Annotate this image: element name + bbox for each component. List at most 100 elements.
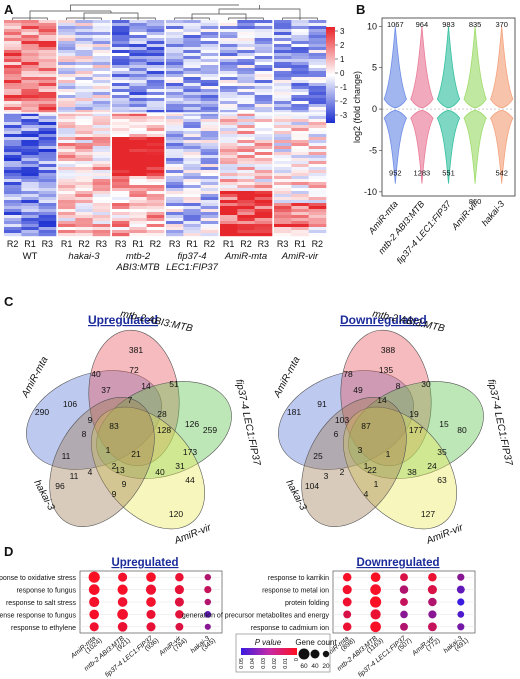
heatmap-cell bbox=[166, 164, 184, 168]
heatmap-cell bbox=[129, 128, 147, 132]
heatmap-cell bbox=[166, 110, 184, 114]
heatmap-cell bbox=[92, 146, 111, 150]
heatmap-cell bbox=[254, 173, 273, 177]
heatmap-cell bbox=[38, 80, 57, 84]
heatmap-cell bbox=[112, 104, 130, 108]
heatmap-cell bbox=[291, 176, 309, 180]
heatmap-cell bbox=[183, 32, 201, 36]
heatmap-cell bbox=[129, 161, 147, 165]
heatmap-cell bbox=[129, 86, 147, 90]
heatmap-cell bbox=[308, 155, 327, 159]
heatmap-cell bbox=[21, 149, 39, 153]
heatmap-cell bbox=[274, 68, 292, 72]
heatmap-cell bbox=[4, 32, 22, 36]
heatmap-cell bbox=[166, 230, 184, 234]
heatmap-cell bbox=[237, 92, 255, 96]
heatmap-cell bbox=[92, 35, 111, 39]
heatmap-cell bbox=[129, 143, 147, 147]
heatmap-cell bbox=[75, 89, 93, 93]
heatmap-cell bbox=[237, 38, 255, 42]
heatmap-cell bbox=[92, 149, 111, 153]
heatmap-cell bbox=[166, 89, 184, 93]
heatmap-cell bbox=[308, 125, 327, 129]
dot-marker bbox=[342, 585, 352, 595]
heatmap-cell bbox=[308, 53, 327, 57]
heatmap-cell bbox=[92, 182, 111, 186]
heatmap-cell bbox=[166, 227, 184, 231]
y-tick-label: 0 bbox=[372, 104, 377, 114]
heatmap-cell bbox=[291, 137, 309, 141]
heatmap-cell bbox=[220, 80, 238, 84]
heatmap-replicate-label: R1 bbox=[186, 239, 198, 249]
heatmap-cell bbox=[291, 20, 309, 24]
heatmap-cell bbox=[21, 137, 39, 141]
heatmap-cell bbox=[75, 65, 93, 69]
heatmap-cell bbox=[21, 107, 39, 111]
heatmap-cell bbox=[183, 140, 201, 144]
venn-region-count: 83 bbox=[109, 421, 119, 431]
legend-pvalue-gradient bbox=[241, 648, 297, 655]
heatmap-cell bbox=[237, 209, 255, 213]
heatmap-cell bbox=[254, 230, 273, 234]
heatmap-cell bbox=[220, 203, 238, 207]
heatmap-cell bbox=[92, 41, 111, 45]
venn-region-count: 19 bbox=[409, 409, 419, 419]
heatmap-cell bbox=[38, 185, 57, 189]
heatmap-cell bbox=[183, 29, 201, 33]
heatmap-cell bbox=[254, 119, 273, 123]
heatmap-cell bbox=[183, 20, 201, 24]
heatmap-cell bbox=[254, 113, 273, 117]
heatmap-cell bbox=[75, 122, 93, 126]
heatmap-cell bbox=[183, 95, 201, 99]
heatmap-cell bbox=[308, 167, 327, 171]
heatmap-cell bbox=[308, 50, 327, 54]
heatmap-cell bbox=[146, 215, 165, 219]
heatmap-cell bbox=[129, 158, 147, 162]
heatmap-cell bbox=[58, 143, 76, 147]
down-count-label: 952 bbox=[389, 168, 402, 177]
venn-region-count: 3 bbox=[324, 471, 329, 481]
heatmap-cell bbox=[308, 104, 327, 108]
heatmap-cell bbox=[200, 128, 219, 132]
heatmap-cell bbox=[237, 107, 255, 111]
heatmap-cell bbox=[291, 179, 309, 183]
heatmap-cell bbox=[92, 230, 111, 234]
heatmap-cell bbox=[254, 176, 273, 180]
heatmap-cell bbox=[129, 29, 147, 33]
heatmap-cell bbox=[291, 146, 309, 150]
heatmap-cell bbox=[291, 83, 309, 87]
heatmap-cell bbox=[254, 146, 273, 150]
heatmap-cell bbox=[129, 146, 147, 150]
heatmap-cell bbox=[254, 149, 273, 153]
heatmap-cell bbox=[38, 137, 57, 141]
heatmap-cell bbox=[4, 158, 22, 162]
heatmap-cell bbox=[92, 23, 111, 27]
heatmap-cell bbox=[274, 188, 292, 192]
heatmap-cell bbox=[58, 26, 76, 30]
heatmap-cell bbox=[146, 47, 165, 51]
dendrogram-branch bbox=[218, 8, 301, 18]
heatmap-cell bbox=[183, 119, 201, 123]
heatmap-cell bbox=[200, 143, 219, 147]
dot-term-label: response to ethylene bbox=[11, 625, 76, 632]
heatmap-cell bbox=[166, 32, 184, 36]
heatmap-cell bbox=[4, 164, 22, 168]
heatmap-cell bbox=[237, 149, 255, 153]
heatmap-cell bbox=[166, 50, 184, 54]
heatmap-cell bbox=[129, 113, 147, 117]
heatmap-cell bbox=[75, 176, 93, 180]
heatmap-cell bbox=[274, 182, 292, 186]
heatmap-cell bbox=[146, 188, 165, 192]
heatmap-cell bbox=[291, 62, 309, 66]
heatmap-cell bbox=[291, 164, 309, 168]
dot-marker bbox=[117, 584, 128, 595]
heatmap-cell bbox=[237, 65, 255, 69]
heatmap-cell bbox=[92, 215, 111, 219]
heatmap-cell bbox=[75, 128, 93, 132]
dot-marker bbox=[400, 573, 408, 582]
dendrogram-branch bbox=[282, 17, 318, 20]
heatmap-cell bbox=[4, 35, 22, 39]
heatmap-cell bbox=[112, 170, 130, 174]
